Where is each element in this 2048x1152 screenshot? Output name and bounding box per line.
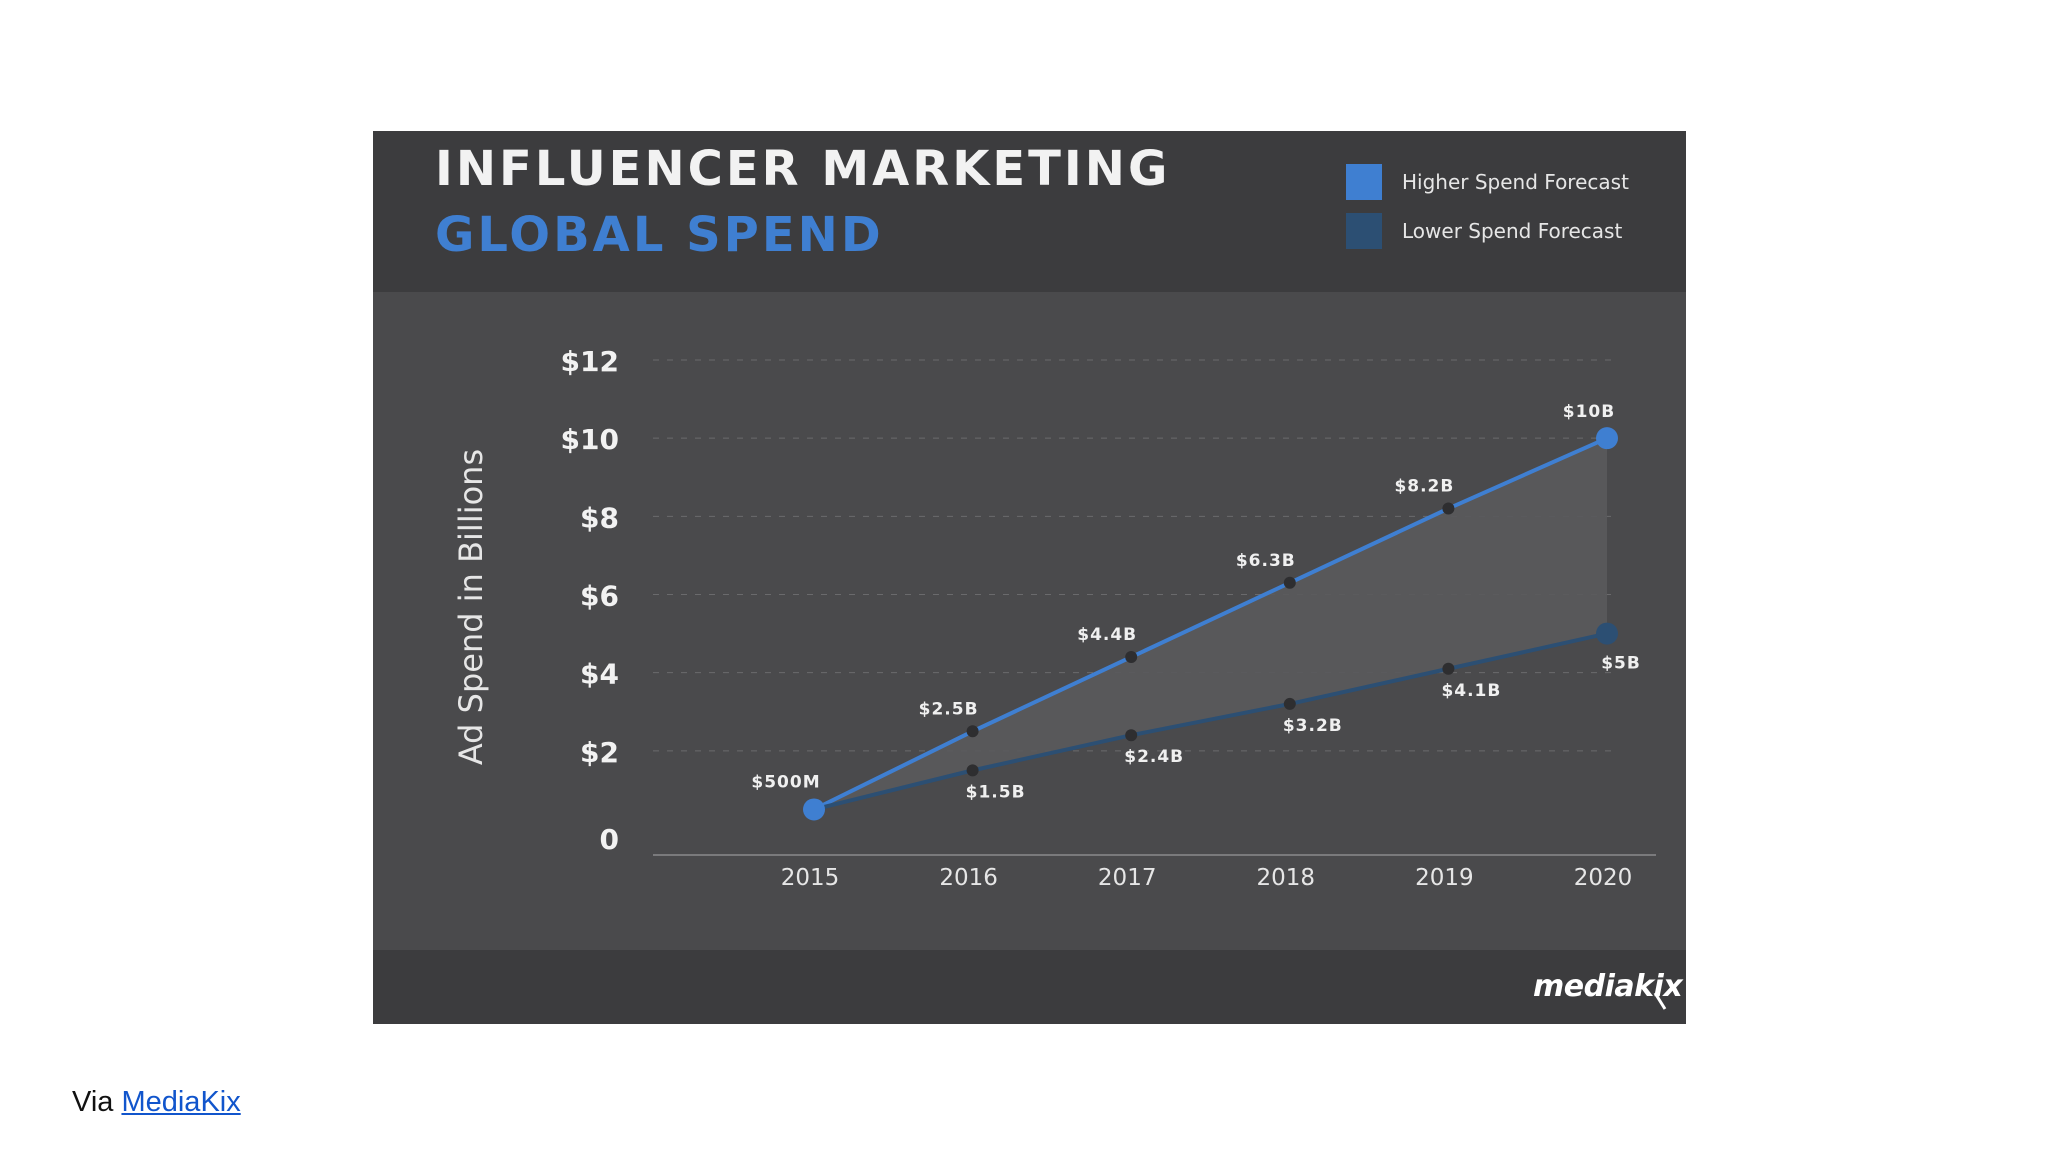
point-higher-2020 (1596, 427, 1618, 450)
series-line-higher (813, 436, 1608, 812)
point-higher-2015 (803, 798, 825, 821)
y-tick-label-0: 0 (600, 823, 619, 856)
legend-item-lower: Lower Spend Forecast (1346, 213, 1622, 249)
x-tick-label-2016: 2016 (939, 865, 998, 891)
data-label-higher-2017: $4.4B (1077, 625, 1137, 645)
legend-swatch-lower (1346, 213, 1382, 249)
point-lower-2020 (1596, 622, 1618, 645)
legend-swatch-higher (1346, 164, 1382, 200)
y-axis-title: Ad Spend in Billions (452, 449, 490, 765)
data-label-higher-2019: $8.2B (1394, 477, 1454, 497)
point-lower-2017 (1125, 729, 1138, 742)
data-label-lower-2019: $4.1B (1441, 681, 1501, 701)
point-higher-2017 (1125, 651, 1138, 664)
y-tick-label-2: $4 (580, 658, 619, 691)
y-tick-label-6: $12 (561, 345, 619, 378)
logo-swoosh-mark (1653, 992, 1667, 1010)
data-label-lower-2017: $2.4B (1124, 747, 1184, 767)
point-higher-2016 (966, 725, 979, 738)
x-tick-label-2019: 2019 (1415, 865, 1474, 891)
series-line-lower (813, 631, 1608, 812)
caption-prefix: Via (72, 1086, 122, 1118)
mediakix-link[interactable]: MediaKix (121, 1086, 241, 1118)
legend-label-lower: Lower Spend Forecast (1402, 219, 1623, 243)
y-tick-label-5: $10 (561, 423, 619, 456)
x-tick-label-2015: 2015 (781, 865, 840, 891)
y-tick-label-3: $6 (580, 580, 619, 613)
point-higher-2018 (1283, 576, 1296, 589)
point-lower-2016 (966, 764, 979, 777)
x-tick-label-2020: 2020 (1574, 865, 1633, 891)
chart-title: INFLUENCER MARKETING (435, 141, 1171, 197)
mediakix-logo: mediakix (1533, 969, 1683, 1004)
caption: Via MediaKix (72, 1086, 241, 1119)
legend-label-higher: Higher Spend Forecast (1402, 170, 1629, 194)
point-lower-2018 (1283, 697, 1296, 710)
legend-item-higher: Higher Spend Forecast (1346, 164, 1629, 200)
point-higher-2019 (1442, 502, 1455, 515)
chart-subtitle: GLOBAL SPEND (435, 207, 884, 263)
chart-plot: 0 $2 $4 $6 $8 $10 $12 Ad Spend in Billions 2015 2… (452, 345, 1667, 1010)
data-label-lower-2016: $1.5B (966, 782, 1026, 802)
forecast-range-area (814, 438, 1607, 810)
x-tick-label-2017: 2017 (1098, 865, 1157, 891)
x-tick-label-2018: 2018 (1257, 865, 1316, 891)
y-tick-label-1: $2 (580, 736, 619, 769)
data-label-lower-2018: $3.2B (1283, 716, 1343, 736)
infographic: INFLUENCER MARKETING GLOBAL SPEND Higher… (373, 131, 1686, 1024)
footer-band (373, 950, 1686, 1024)
data-label-higher-2015: $500M (751, 772, 820, 792)
header-band (373, 131, 1686, 292)
data-label-higher-2020: $10B (1563, 402, 1615, 422)
data-label-lower-2020: $5B (1601, 654, 1641, 674)
y-tick-label-4: $8 (580, 501, 619, 534)
data-label-higher-2018: $6.3B (1236, 551, 1296, 571)
point-lower-2019 (1442, 662, 1455, 675)
data-label-higher-2016: $2.5B (919, 699, 979, 719)
